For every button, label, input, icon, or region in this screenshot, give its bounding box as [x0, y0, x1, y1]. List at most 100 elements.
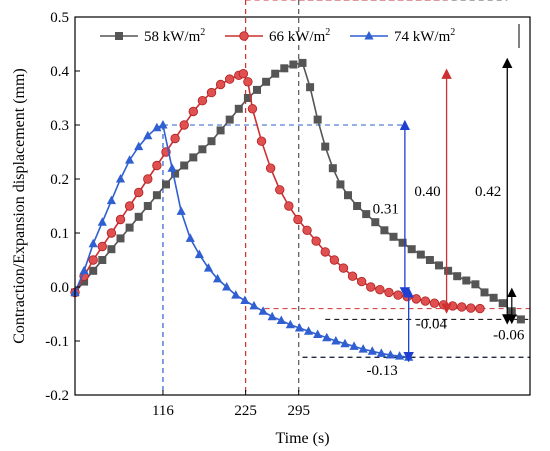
data-point [203, 263, 214, 272]
data-point [362, 210, 371, 219]
data-point [331, 336, 341, 345]
data-point [215, 79, 226, 90]
data-point [516, 315, 525, 324]
data-point [243, 94, 252, 102]
data-point [198, 145, 207, 154]
data-point [480, 288, 489, 297]
y-tick-label: 0.3 [50, 118, 69, 134]
data-point [98, 256, 107, 264]
legend-marker [364, 31, 374, 40]
data-point [375, 285, 385, 295]
data-point [444, 266, 453, 275]
data-point [453, 272, 462, 281]
legend-marker [239, 31, 249, 41]
data-point [367, 346, 377, 355]
data-point [143, 130, 153, 140]
data-point [115, 174, 126, 183]
data-point [293, 214, 303, 225]
data-point [234, 104, 243, 113]
data-point [189, 153, 198, 162]
data-point [134, 212, 143, 221]
y-tick-label: 0.4 [50, 64, 69, 80]
data-point [224, 74, 235, 84]
data-point [313, 115, 322, 124]
data-point [303, 326, 314, 335]
legend: 58 kW/m2 66 kW/m2 74 kW/m2 [100, 24, 520, 48]
data-point [320, 247, 330, 257]
plot-frame [74, 16, 531, 396]
data-point [133, 187, 144, 198]
legend-marker [115, 32, 123, 40]
data-point [143, 202, 152, 210]
data-point [124, 201, 135, 211]
data-point [321, 142, 330, 151]
data-point [389, 232, 398, 241]
data-point [170, 133, 180, 144]
y-tick-label: 0.5 [50, 10, 69, 26]
data-point [115, 214, 126, 225]
x-tick-label: 116 [152, 403, 174, 419]
data-point [179, 120, 189, 130]
data-point [340, 338, 350, 348]
data-point [225, 115, 234, 124]
data-point [376, 348, 386, 357]
data-point [152, 122, 162, 132]
data-point [302, 225, 312, 236]
data-point [394, 351, 405, 360]
y-tick-label: 0.0 [50, 280, 69, 296]
data-point [416, 250, 425, 259]
data-point [176, 206, 186, 215]
data-point [158, 120, 168, 129]
data-point [162, 180, 170, 189]
data-point [262, 77, 271, 86]
data-point [207, 137, 216, 146]
series-line [74, 123, 409, 358]
legend-label-text: 66 kW/m [269, 29, 326, 45]
data-point [125, 155, 135, 164]
data-point [276, 315, 286, 324]
data-point [206, 87, 217, 98]
data-point [411, 294, 421, 304]
data-point [284, 201, 294, 211]
data-point [116, 234, 125, 243]
data-point [79, 265, 89, 275]
data-point [171, 169, 180, 178]
data-point [366, 282, 376, 292]
legend-label-text: 74 kW/m [394, 29, 451, 45]
legend-label-sup: 2 [325, 27, 330, 38]
tick-layer: -0.2 -0.1 0.0 0.1 0.2 0.3 0.4 0.5 116 225 295 [45, 10, 310, 419]
data-point [125, 223, 134, 232]
y-tick-label: 0.2 [50, 172, 69, 188]
data-point [106, 195, 116, 205]
data-point [275, 185, 285, 195]
data-point [89, 266, 98, 275]
y-tick-label: -0.2 [45, 388, 69, 404]
data-point [143, 174, 153, 184]
y-tick-label: 0.1 [50, 226, 69, 242]
data-point [347, 271, 358, 281]
x-axis-title: Time (s) [275, 430, 329, 447]
data-point [97, 241, 108, 252]
data-point [402, 292, 412, 302]
data-point [336, 180, 345, 189]
data-point [338, 263, 349, 273]
data-point [322, 332, 332, 342]
data-point [471, 280, 480, 289]
data-point [371, 218, 380, 227]
data-point [194, 249, 204, 259]
data-point [88, 238, 98, 248]
data-point [294, 323, 305, 332]
data-point [80, 277, 89, 286]
x-tick-label: 225 [234, 403, 257, 419]
data-point [247, 104, 258, 114]
data-point [185, 233, 195, 242]
end-value-label: -0.13 [367, 363, 398, 379]
data-point [306, 83, 315, 92]
end-value-label: -0.06 [493, 327, 525, 343]
data-point [385, 350, 396, 359]
difference-label: 0.31 [373, 202, 399, 218]
data-point [435, 261, 443, 270]
y-axis-title: Contraction/Expansion displacement (mm) [11, 68, 28, 344]
data-point [152, 160, 162, 171]
annotation-layer: 0.42 0.40 0.31 -0.04 -0.06 -0.13 [367, 57, 525, 379]
